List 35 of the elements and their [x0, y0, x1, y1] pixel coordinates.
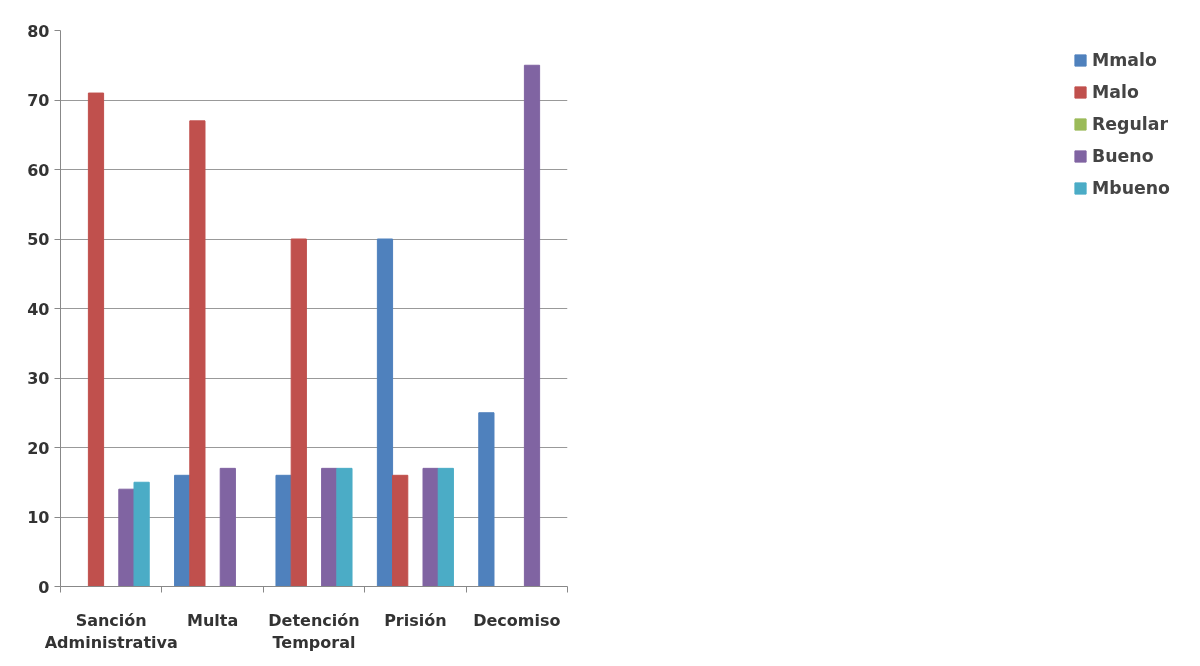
bar: [523, 64, 541, 587]
bar: [275, 474, 292, 587]
bar: [87, 92, 105, 587]
bar: [133, 481, 150, 587]
y-tick-label: 30: [27, 369, 50, 388]
bar: [392, 474, 409, 587]
x-tick-label: Multa: [186, 610, 239, 630]
y-tick-label: 40: [27, 299, 50, 319]
y-tick-label: 10: [27, 508, 50, 527]
bar: [437, 467, 454, 587]
bar: [174, 474, 191, 587]
legend-label: Mbueno: [1092, 178, 1170, 198]
x-tick-label: Prisión: [384, 610, 447, 630]
y-tick-label: 50: [27, 230, 50, 249]
y-tick-label: 70: [27, 91, 50, 110]
legend-label: Regular: [1092, 114, 1169, 134]
x-tick-label: Sanción Administrativa: [44, 610, 178, 653]
bar: [290, 238, 307, 587]
bar: [189, 120, 206, 587]
x-tick-label: Detención Temporal: [268, 610, 360, 653]
bar: [118, 488, 135, 587]
legend-label: Malo: [1092, 82, 1139, 102]
bar: [422, 467, 439, 587]
legend-label: Mmalo: [1092, 50, 1157, 70]
y-tick-label: 20: [27, 438, 50, 458]
y-tick-label: 60: [27, 160, 50, 180]
bar: [478, 412, 495, 587]
x-tick-label: Decomiso: [473, 610, 561, 630]
y-tick-label: 80: [27, 21, 50, 41]
bar: [321, 467, 338, 587]
bar: [219, 467, 236, 587]
bar: [336, 467, 353, 587]
legend-label: Bueno: [1092, 146, 1154, 166]
bar: [376, 238, 394, 587]
y-tick-label: 0: [38, 577, 50, 597]
